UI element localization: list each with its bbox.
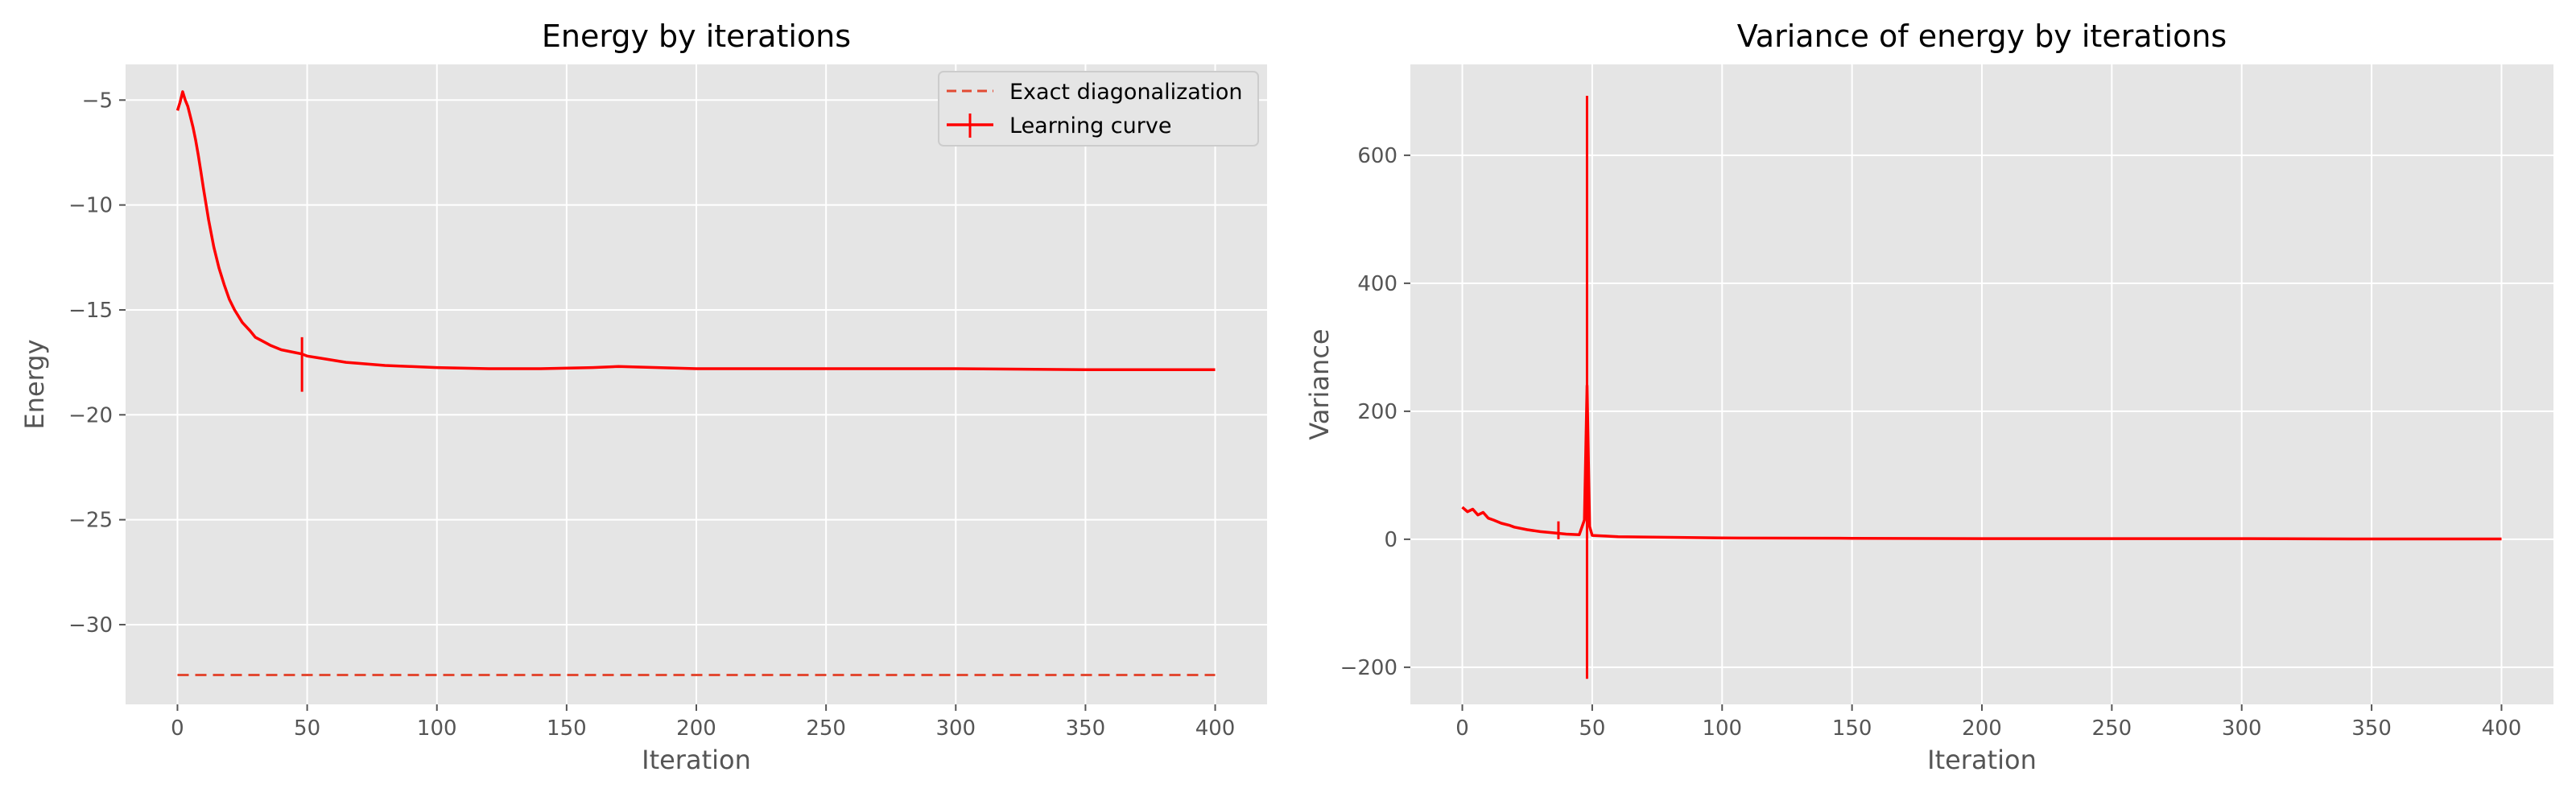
variance-chart: 0 50 100 150 200 250 300 350 400 6004002000−200 … bbox=[1304, 19, 2553, 775]
y-tick-label: −15 bbox=[68, 299, 113, 323]
y-tick-label: −10 bbox=[68, 194, 113, 218]
x-tick-label: 300 bbox=[2222, 716, 2262, 741]
x-tick-label: 200 bbox=[676, 716, 716, 741]
x-tick-label: 150 bbox=[547, 716, 587, 741]
y-tick-label: 600 bbox=[1357, 144, 1397, 168]
series-0-line bbox=[1461, 384, 2502, 541]
x-tick-label: 50 bbox=[1579, 716, 1605, 741]
energy-series bbox=[175, 90, 1216, 676]
y-tick-label: 400 bbox=[1357, 272, 1397, 296]
x-tick-label: 400 bbox=[2482, 716, 2522, 741]
y-tick-label: −200 bbox=[1340, 656, 1397, 680]
x-tick-label: 150 bbox=[1832, 716, 1872, 741]
legend-frame bbox=[938, 71, 1259, 147]
variance-grid bbox=[1410, 64, 2553, 704]
energy-y-ticks: −5 −10 −15 −20 −25 −30 bbox=[68, 89, 126, 638]
variance-chart-title: Variance of energy by iterations bbox=[1737, 19, 2227, 54]
y-tick-label: −30 bbox=[68, 613, 113, 638]
energy-y-axis-label: Energy bbox=[19, 339, 50, 429]
x-tick-label: 50 bbox=[294, 716, 320, 741]
y-tick-label: 0 bbox=[1384, 528, 1397, 552]
energy-legend: Exact diagonalization Learning curve bbox=[938, 71, 1259, 147]
variance-x-ticks: 0 50 100 150 200 250 300 350 400 bbox=[1455, 704, 2521, 741]
energy-chart-title: Energy by iterations bbox=[542, 19, 851, 54]
x-tick-label: 0 bbox=[1455, 716, 1469, 741]
x-tick-label: 200 bbox=[1962, 716, 2002, 741]
y-tick-label: 200 bbox=[1357, 400, 1397, 424]
x-tick-label: 250 bbox=[2092, 716, 2132, 741]
energy-chart: 0 50 100 150 200 250 300 350 400 −5−10−15−20−25−… bbox=[19, 19, 1267, 775]
x-tick-label: 250 bbox=[806, 716, 846, 741]
x-tick-label: 300 bbox=[935, 716, 976, 741]
energy-x-ticks: 0 50 100 150 200 250 300 350 400 bbox=[171, 704, 1235, 741]
learning-curve-line bbox=[175, 90, 1216, 372]
variance-y-axis-label: Variance bbox=[1304, 328, 1335, 440]
variance-series bbox=[1461, 95, 2502, 679]
x-tick-label: 350 bbox=[2351, 716, 2392, 741]
y-tick-label: −20 bbox=[68, 403, 113, 427]
y-tick-label: −25 bbox=[68, 509, 113, 533]
legend-learning-curve-label: Learning curve bbox=[1009, 114, 1171, 138]
x-tick-label: 100 bbox=[1702, 716, 1742, 741]
x-tick-label: 400 bbox=[1195, 716, 1236, 741]
legend-exact-diagonalization-label: Exact diagonalization bbox=[1009, 80, 1243, 105]
variance-y-ticks: 600 400 200 0 −200 bbox=[1340, 144, 1410, 680]
x-tick-label: 100 bbox=[417, 716, 457, 741]
x-tick-label: 0 bbox=[171, 716, 184, 741]
variance-x-axis-label: Iteration bbox=[1927, 745, 2037, 775]
y-tick-label: −5 bbox=[82, 89, 113, 113]
x-tick-label: 350 bbox=[1066, 716, 1106, 741]
energy-x-axis-label: Iteration bbox=[642, 745, 751, 775]
